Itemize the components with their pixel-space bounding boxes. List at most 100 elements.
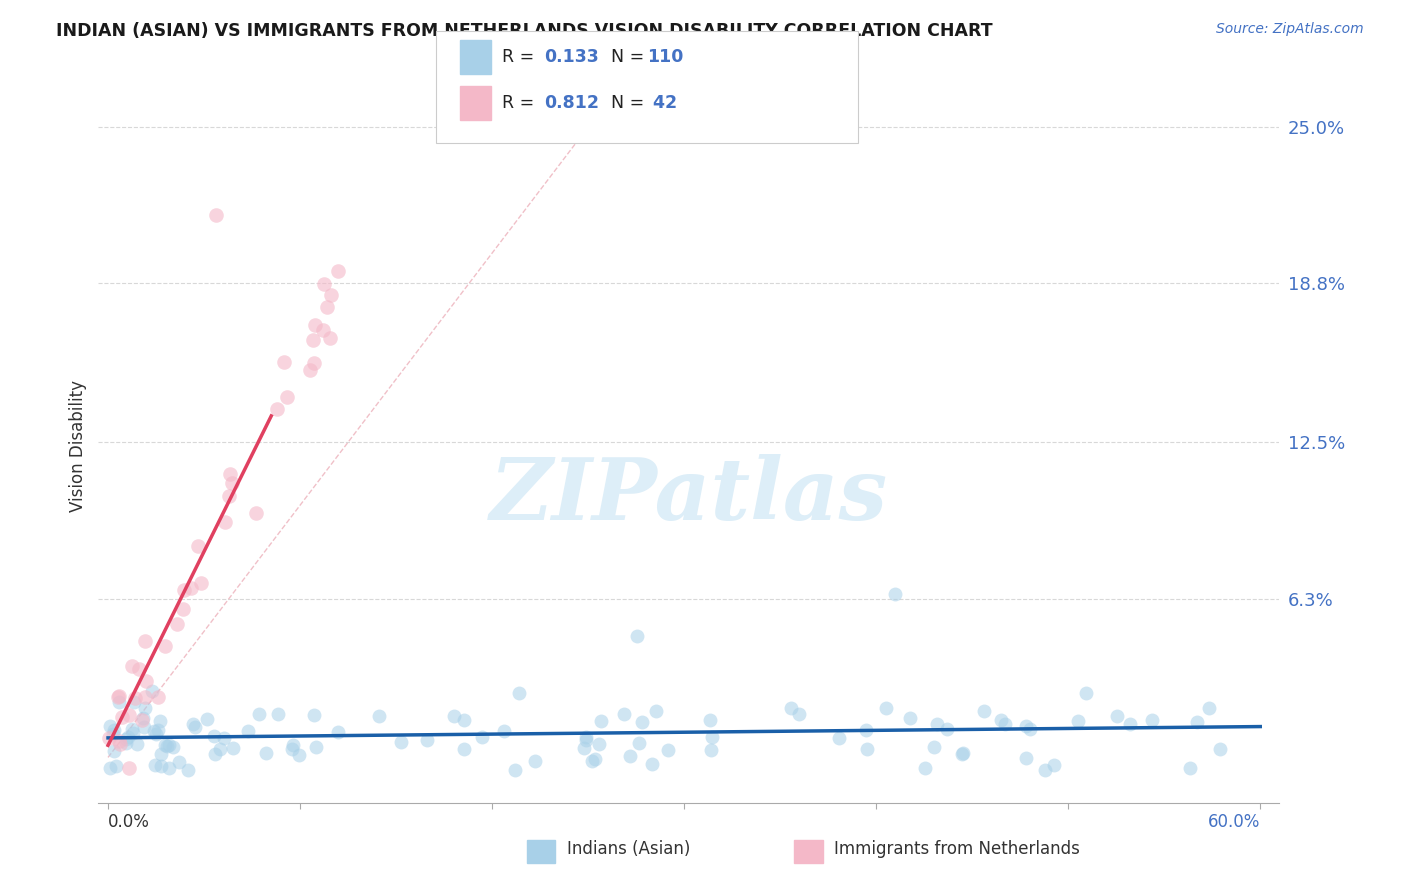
Point xyxy=(1198,701,1220,715)
Point xyxy=(645,704,668,718)
Point xyxy=(134,690,156,704)
Point xyxy=(613,707,636,722)
Point xyxy=(98,761,121,775)
Point xyxy=(204,747,226,761)
Point xyxy=(302,707,325,722)
Point xyxy=(121,726,143,740)
Point xyxy=(883,586,905,600)
Point xyxy=(583,752,606,766)
Point xyxy=(205,208,228,222)
Point xyxy=(1033,763,1056,777)
Point xyxy=(219,467,242,481)
Point xyxy=(453,713,475,727)
Point xyxy=(779,701,801,715)
Point xyxy=(492,723,515,738)
Point xyxy=(121,658,143,673)
Point xyxy=(503,763,526,777)
Point xyxy=(143,723,166,738)
Point xyxy=(1019,722,1042,736)
Point xyxy=(105,759,128,773)
Point xyxy=(141,684,163,698)
Point xyxy=(950,747,973,762)
Point xyxy=(925,717,948,731)
Text: 42: 42 xyxy=(647,94,676,112)
Point xyxy=(856,741,879,756)
Point xyxy=(787,706,810,721)
Point xyxy=(828,731,851,745)
Point xyxy=(304,318,326,332)
Point xyxy=(281,742,304,756)
Point xyxy=(157,739,180,753)
Point xyxy=(111,710,134,724)
Point xyxy=(107,690,129,705)
Point xyxy=(128,662,150,676)
Point xyxy=(162,740,184,755)
Point xyxy=(103,744,125,758)
Point xyxy=(145,727,167,741)
Point xyxy=(214,731,236,745)
Point xyxy=(588,738,610,752)
Point xyxy=(108,690,131,704)
Point xyxy=(952,746,974,760)
Point xyxy=(143,757,166,772)
Point xyxy=(305,739,328,754)
Point xyxy=(273,355,295,369)
Point xyxy=(98,719,121,733)
Point xyxy=(114,731,136,746)
Point xyxy=(311,323,333,337)
Point xyxy=(1185,714,1208,729)
Point xyxy=(190,575,212,590)
Point xyxy=(98,731,121,745)
Point xyxy=(699,713,721,727)
Point xyxy=(167,755,190,769)
Point xyxy=(218,489,240,503)
Point xyxy=(1119,717,1142,731)
Point xyxy=(523,755,546,769)
Point xyxy=(209,742,232,756)
Point xyxy=(657,743,679,757)
Point xyxy=(146,723,169,737)
Point xyxy=(276,391,298,405)
Point xyxy=(641,756,664,771)
Point xyxy=(1015,719,1038,733)
Point xyxy=(177,763,200,777)
Point xyxy=(118,708,141,723)
Point xyxy=(973,704,995,718)
Text: 110: 110 xyxy=(647,47,683,66)
Point xyxy=(149,714,172,728)
Point xyxy=(172,602,194,616)
Point xyxy=(287,747,309,762)
Point xyxy=(1043,758,1066,772)
Point xyxy=(157,761,180,775)
Point xyxy=(254,746,277,760)
Point xyxy=(187,539,209,553)
Point xyxy=(471,730,494,744)
Text: Source: ZipAtlas.com: Source: ZipAtlas.com xyxy=(1216,22,1364,37)
Point xyxy=(575,732,598,747)
Point xyxy=(575,730,598,744)
Point xyxy=(619,748,641,763)
Text: 0.0%: 0.0% xyxy=(108,813,150,830)
Point xyxy=(314,277,336,292)
Point xyxy=(103,723,125,737)
Point xyxy=(124,690,146,705)
Point xyxy=(266,707,288,722)
Point xyxy=(924,739,946,754)
Point xyxy=(108,734,131,748)
Point xyxy=(202,729,225,743)
Point xyxy=(321,287,343,301)
Point xyxy=(589,714,612,728)
Point xyxy=(134,701,156,715)
Point xyxy=(368,708,391,723)
Point xyxy=(122,695,145,709)
Point xyxy=(150,759,173,773)
Point xyxy=(443,708,465,723)
Y-axis label: Vision Disability: Vision Disability xyxy=(69,380,87,512)
Point xyxy=(115,736,138,750)
Point xyxy=(131,713,153,727)
Point xyxy=(153,738,176,752)
Point xyxy=(134,633,156,648)
Point xyxy=(222,740,245,755)
Point xyxy=(150,747,173,762)
Point xyxy=(108,695,131,709)
